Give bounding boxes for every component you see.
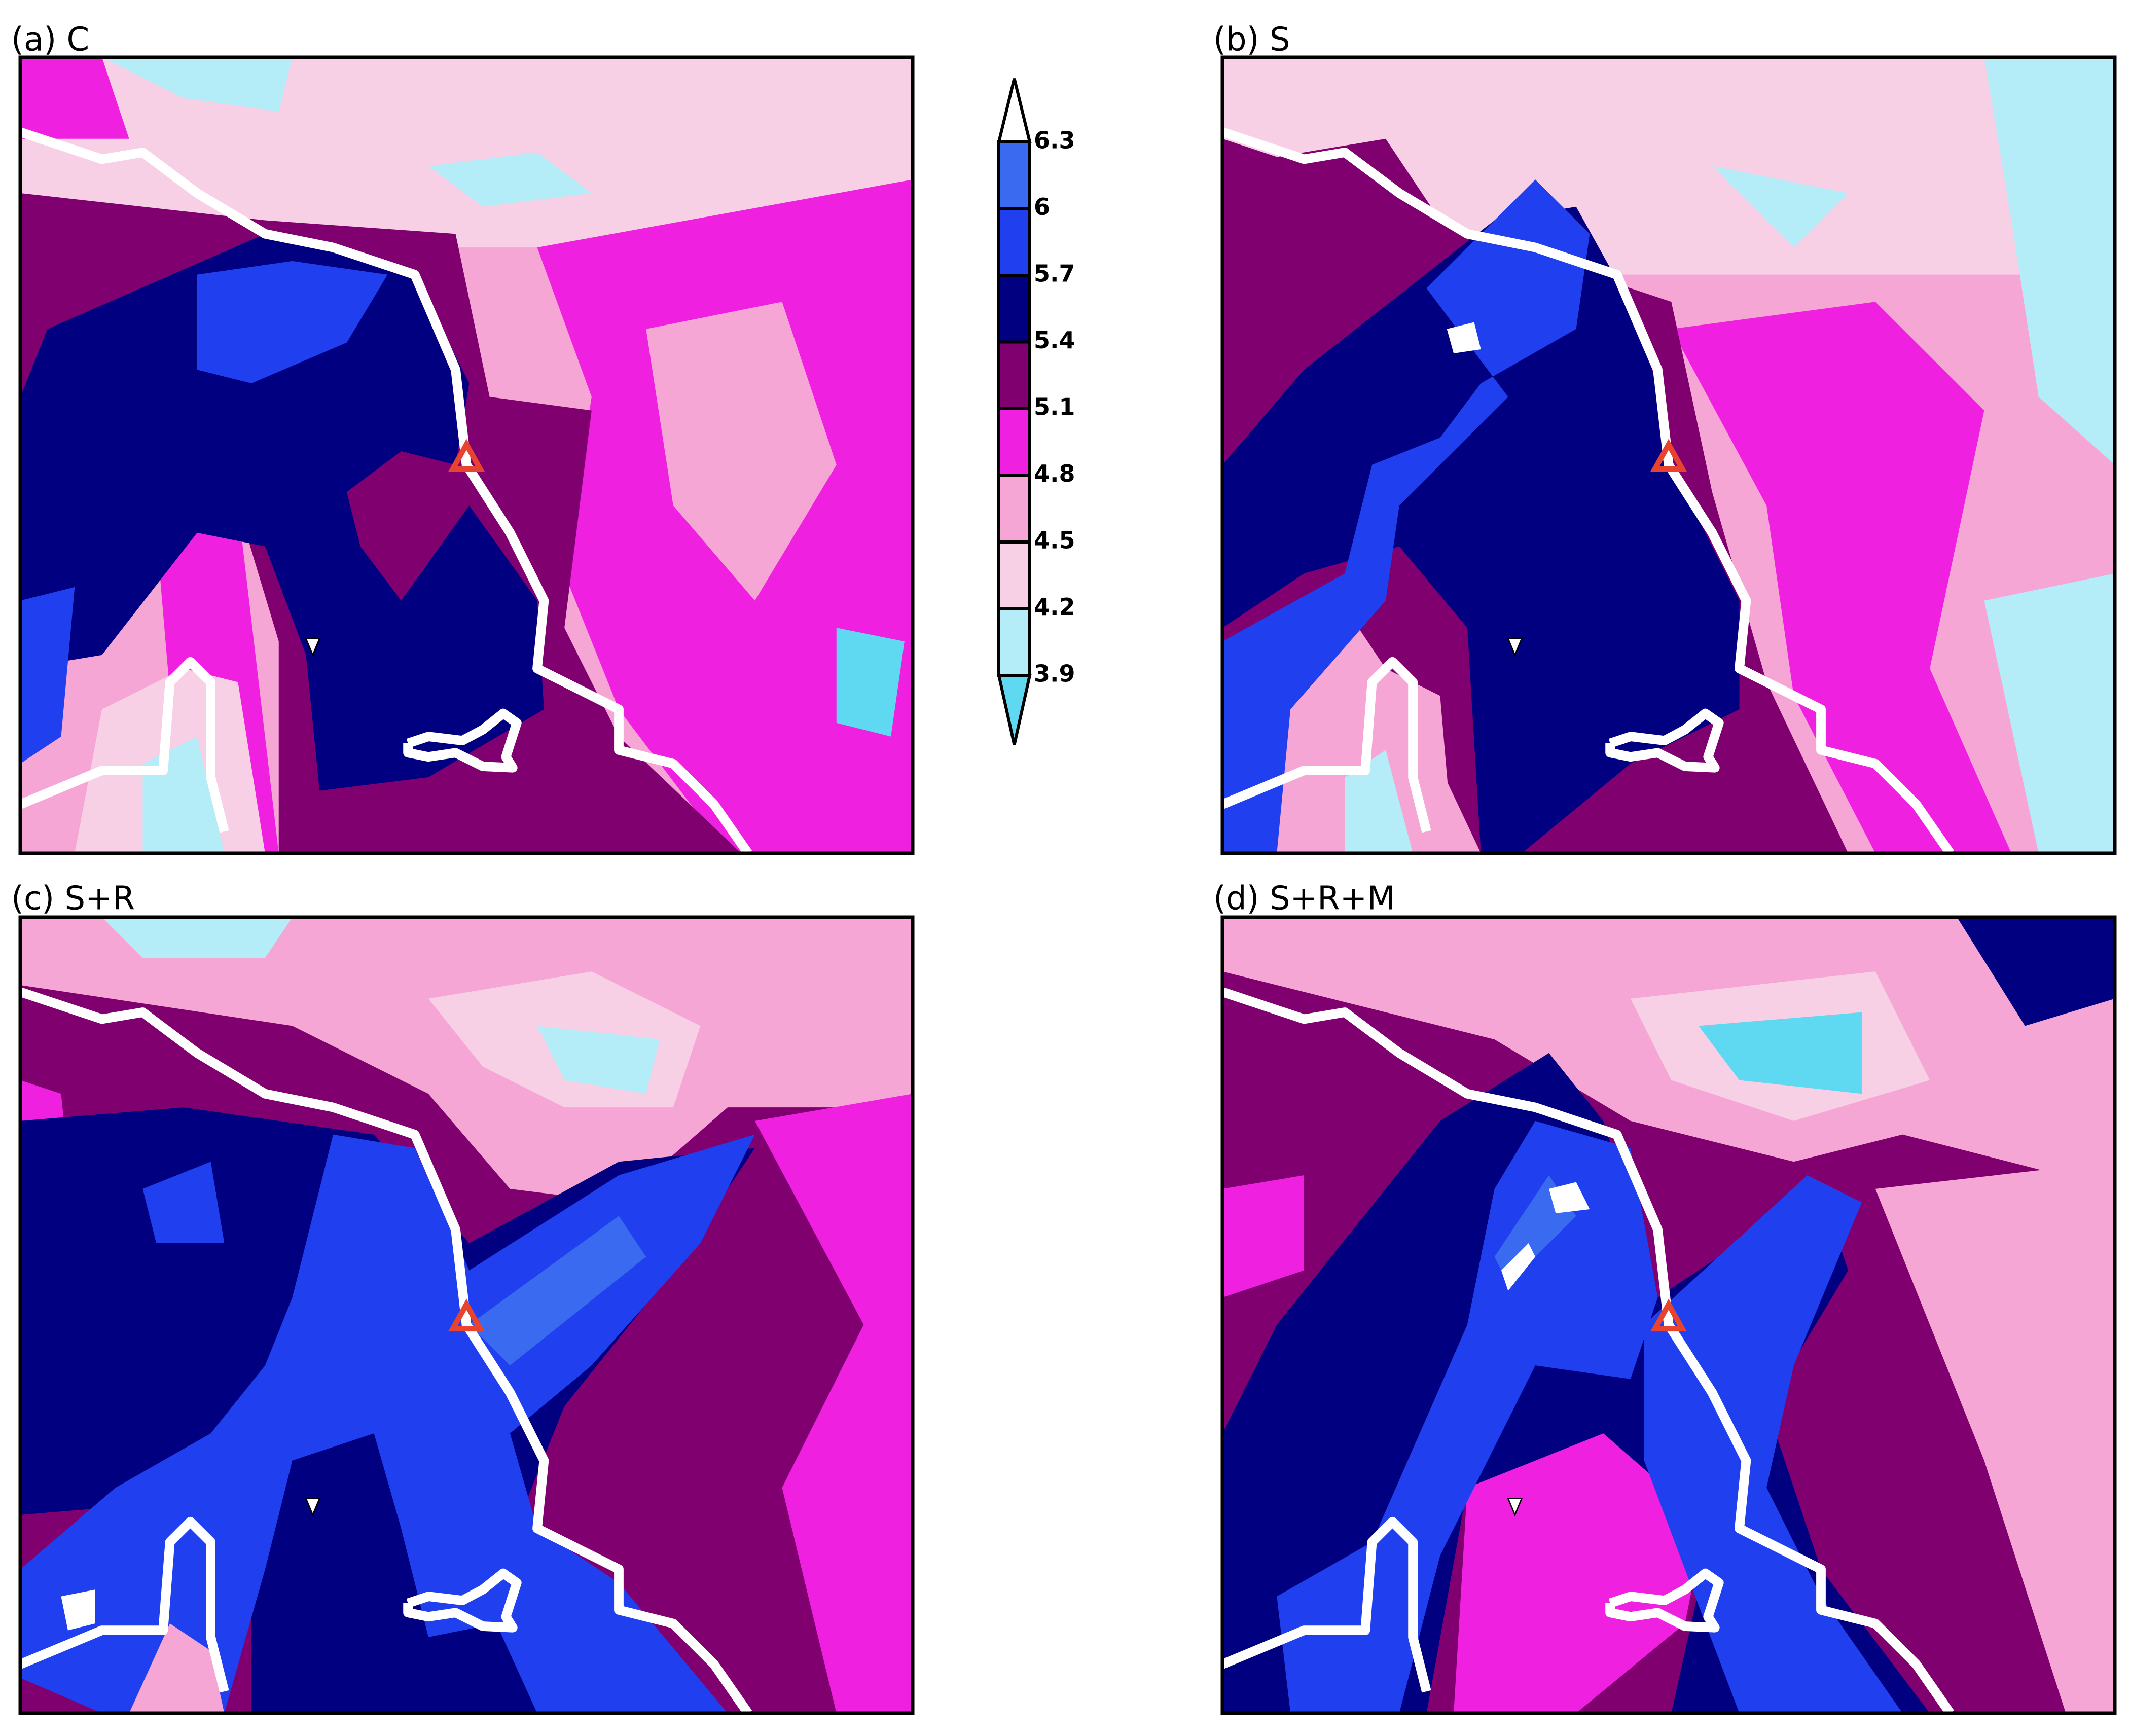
colorbar-tick-label: 4.5 <box>1034 527 1075 554</box>
panel-frame <box>18 55 915 855</box>
colorbar-tick-label: 5.1 <box>1034 393 1075 421</box>
map-panel <box>20 57 913 853</box>
colorbar-over <box>997 78 1032 143</box>
colorbar-box <box>997 340 1031 410</box>
colorbar-box <box>997 407 1031 477</box>
colorbar-tick-label: 5.7 <box>1034 260 1075 287</box>
panel-frame <box>18 915 915 1715</box>
colorbar-tick-label: 5.4 <box>1034 327 1075 354</box>
map-panel <box>20 917 913 1713</box>
colorbar-box <box>997 607 1031 677</box>
panel-label: (b) S <box>1213 21 1290 59</box>
colorbar-box <box>997 207 1031 277</box>
panel-frame <box>1220 915 2117 1715</box>
colorbar-tick-label: 4.2 <box>1034 593 1075 621</box>
colorbar-tick-label: 6 <box>1034 193 1050 221</box>
colorbar: 3.9 4.2 4.5 4.8 5.1 5.4 5.7 6 6.3 <box>997 78 1075 745</box>
colorbar-box <box>997 140 1031 210</box>
panel-label: (a) C <box>11 21 89 59</box>
panel-label: (c) S+R <box>11 880 135 918</box>
colorbar-box <box>997 274 1031 344</box>
panel-label: (d) S+R+M <box>1213 880 1395 918</box>
map-panel <box>1222 917 2115 1713</box>
colorbar-box <box>997 540 1031 610</box>
colorbar-tick-label: 3.9 <box>1034 660 1075 688</box>
panel-frame <box>1220 55 2117 855</box>
colorbar-under <box>997 674 1032 745</box>
colorbar-box <box>997 474 1031 544</box>
map-panel <box>1222 57 2115 853</box>
colorbar-tick-label: 4.8 <box>1034 460 1075 487</box>
colorbar-tick-label: 6.3 <box>1034 127 1075 154</box>
